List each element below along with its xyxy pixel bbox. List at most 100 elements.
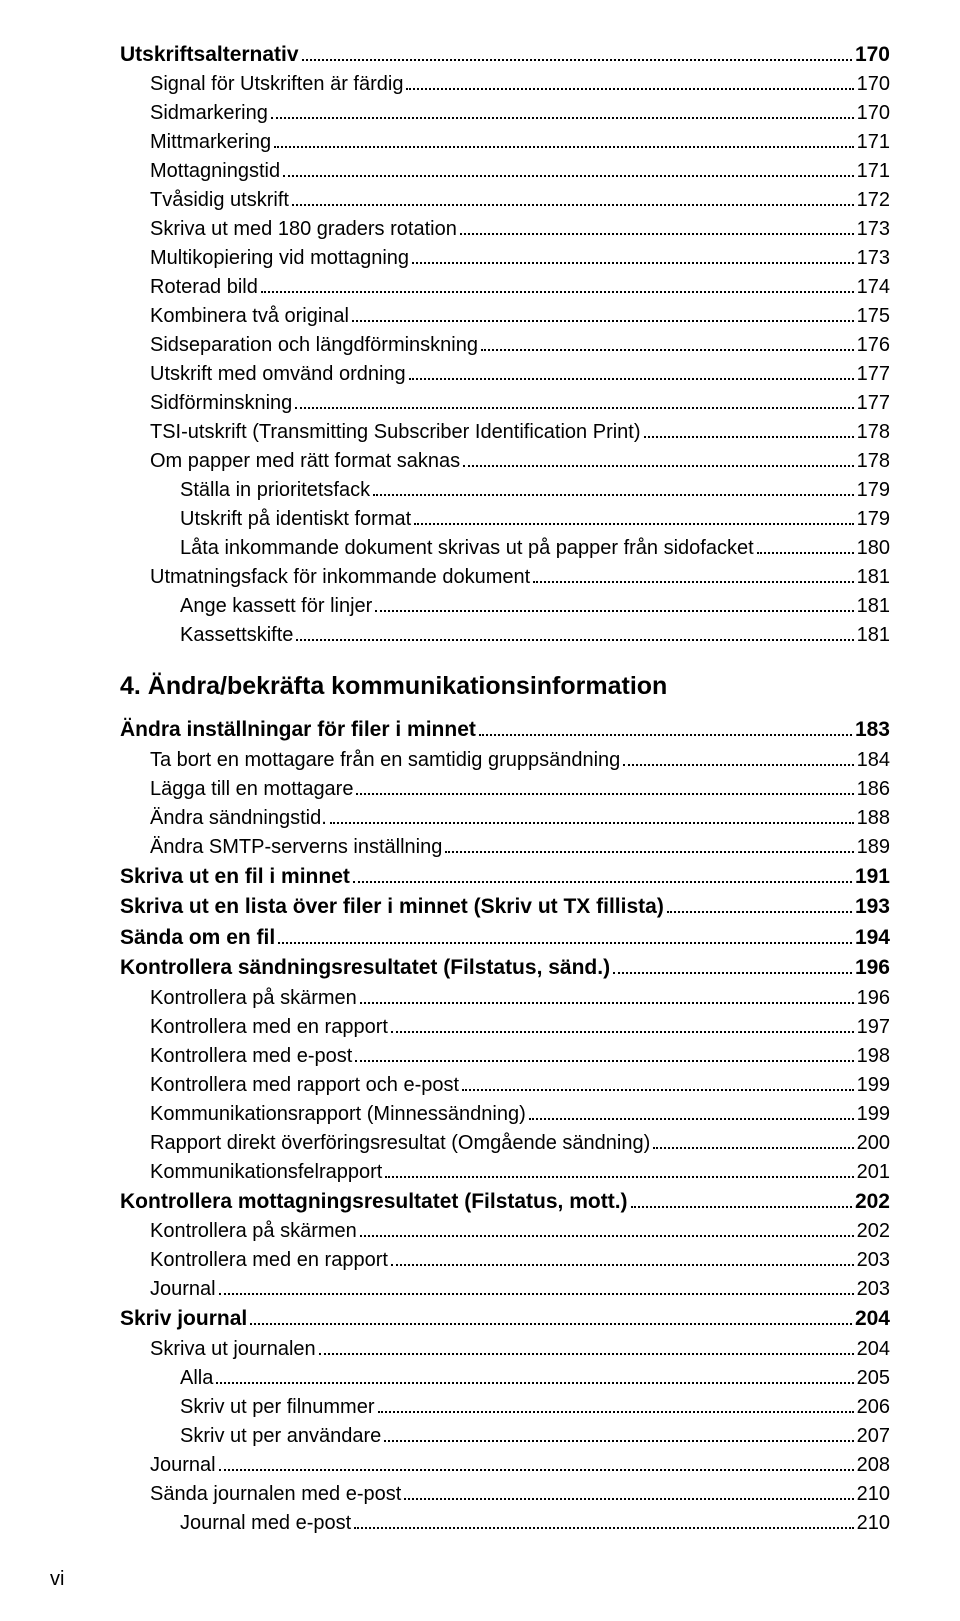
toc-entry[interactable]: Kassettskifte181 [180, 621, 890, 650]
toc-leader-dots [529, 1100, 854, 1120]
toc-entry[interactable]: Sidförminskning177 [150, 389, 890, 418]
toc-entry[interactable]: Ta bort en mottagare från en samtidig gr… [150, 746, 890, 775]
toc-title: Skriva ut med 180 graders rotation [150, 215, 457, 244]
toc-page-number: 206 [857, 1393, 890, 1422]
toc-entry[interactable]: Utskriftsalternativ170 [120, 40, 890, 70]
toc-title: Ställa in prioritetsfack [180, 476, 370, 505]
toc-entry[interactable]: Tvåsidig utskrift172 [150, 186, 890, 215]
toc-title: Sända journalen med e-post [150, 1480, 401, 1509]
toc-leader-dots [667, 892, 852, 913]
toc-title: Kontrollera på skärmen [150, 984, 357, 1013]
toc-entry[interactable]: Multikopiering vid mottagning173 [150, 244, 890, 273]
toc-leader-dots [219, 1275, 854, 1295]
toc-entry[interactable]: Kontrollera med rapport och e-post199 [150, 1071, 890, 1100]
toc-entry[interactable]: Journal med e-post210 [180, 1509, 890, 1538]
toc-entry[interactable]: Skriv journal 204 [120, 1304, 890, 1334]
toc-leader-dots [271, 99, 854, 119]
toc-title: Skriv journal [120, 1304, 247, 1334]
toc-title: Kommunikationsrapport (Minnessändning) [150, 1100, 526, 1129]
toc-page-number: 174 [857, 273, 890, 302]
toc-title: Rapport direkt överföringsresultat (Omgå… [150, 1129, 650, 1158]
toc-leader-dots [757, 534, 854, 554]
toc-page-number: 199 [857, 1100, 890, 1129]
toc-entry[interactable]: Rapport direkt överföringsresultat (Omgå… [150, 1129, 890, 1158]
toc-entry[interactable]: Kontrollera mottagningsresultatet (Filst… [120, 1187, 890, 1217]
toc-entry[interactable]: Skriva ut en lista över filer i minnet (… [120, 892, 890, 922]
toc-leader-dots [391, 1013, 854, 1033]
toc-entry[interactable]: Utmatningsfack för inkommande dokument18… [150, 563, 890, 592]
toc-entry[interactable]: Lägga till en mottagare186 [150, 775, 890, 804]
toc-entry[interactable]: Skriva ut med 180 graders rotation 173 [150, 215, 890, 244]
toc-title: Utmatningsfack för inkommande dokument [150, 563, 530, 592]
toc-title: Sända om en fil [120, 923, 275, 953]
toc-entry[interactable]: Ändra SMTP-serverns inställning189 [150, 833, 890, 862]
toc-entry[interactable]: Skriv ut per användare207 [180, 1422, 890, 1451]
toc-entry[interactable]: Kombinera två original175 [150, 302, 890, 331]
toc-entry[interactable]: Ställa in prioritetsfack179 [180, 476, 890, 505]
toc-page-number: 210 [857, 1480, 890, 1509]
toc-entry[interactable]: Signal för Utskriften är färdig170 [150, 70, 890, 99]
toc-entry[interactable]: Sända journalen med e-post 210 [150, 1480, 890, 1509]
toc-leader-dots [355, 1042, 853, 1062]
toc-entry[interactable]: Sända om en fil 194 [120, 923, 890, 953]
toc-entry[interactable]: Journal208 [150, 1451, 890, 1480]
toc-entry[interactable]: Utskrift med omvänd ordning177 [150, 360, 890, 389]
toc-leader-dots [283, 157, 854, 177]
toc-leader-dots [219, 1451, 854, 1471]
toc-leader-dots [353, 862, 852, 883]
toc-title: Kommunikationsfelrapport [150, 1158, 382, 1187]
toc-page-number: 204 [855, 1304, 890, 1334]
toc-title: Journal [150, 1451, 216, 1480]
toc-page-number: 194 [855, 923, 890, 953]
toc-entry[interactable]: Låta inkommande dokument skrivas ut på p… [180, 534, 890, 563]
toc-entry[interactable]: Mottagningstid171 [150, 157, 890, 186]
toc-title: Skriva ut journalen [150, 1335, 316, 1364]
toc-entry[interactable]: Mittmarkering171 [150, 128, 890, 157]
toc-entry[interactable]: Alla205 [180, 1364, 890, 1393]
toc-leader-dots [352, 302, 854, 322]
toc-entry[interactable]: TSI-utskrift (Transmitting Subscriber Id… [150, 418, 890, 447]
toc-entry[interactable]: Journal203 [150, 1275, 890, 1304]
toc-title: Kontrollera med rapport och e-post [150, 1071, 459, 1100]
toc-page: Utskriftsalternativ170Signal för Utskrif… [0, 0, 960, 1621]
toc-entry[interactable]: Skriv ut per filnummer206 [180, 1393, 890, 1422]
toc-entry[interactable]: Kommunikationsfelrapport201 [150, 1158, 890, 1187]
toc-title: Skriva ut en lista över filer i minnet (… [120, 892, 664, 922]
toc-leader-dots [319, 1335, 854, 1355]
toc-entry[interactable]: Roterad bild174 [150, 273, 890, 302]
toc-entry[interactable]: Kontrollera med e-post198 [150, 1042, 890, 1071]
toc-block: Utskriftsalternativ170Signal för Utskrif… [120, 40, 890, 650]
toc-page-number: 188 [857, 804, 890, 833]
toc-entry[interactable]: Kontrollera med en rapport203 [150, 1246, 890, 1275]
toc-title: Journal med e-post [180, 1509, 351, 1538]
toc-leader-dots [261, 273, 854, 293]
toc-entry[interactable]: Kontrollera på skärmen202 [150, 1217, 890, 1246]
toc-page-number: 171 [857, 128, 890, 157]
toc-entry[interactable]: Om papper med rätt format saknas178 [150, 447, 890, 476]
toc-page-number: 181 [857, 592, 890, 621]
toc-entry[interactable]: Kommunikationsrapport (Minnessändning) 19… [150, 1100, 890, 1129]
toc-title: Kontrollera med en rapport [150, 1013, 388, 1042]
toc-leader-dots [479, 716, 852, 737]
toc-title: Multikopiering vid mottagning [150, 244, 409, 273]
toc-entry[interactable]: Skriva ut en fil i minnet191 [120, 862, 890, 892]
toc-entry[interactable]: Kontrollera sändningsresultatet (Filstat… [120, 953, 890, 983]
toc-leader-dots [292, 186, 854, 206]
toc-leader-dots [631, 1187, 852, 1208]
toc-entry[interactable]: Ange kassett för linjer181 [180, 592, 890, 621]
toc-entry[interactable]: Sidseparation och längdförminskning176 [150, 331, 890, 360]
toc-page-number: 178 [857, 418, 890, 447]
toc-entry[interactable]: Ändra inställningar för filer i minnet18… [120, 715, 890, 745]
toc-entry[interactable]: Kontrollera på skärmen 196 [150, 984, 890, 1013]
toc-entry[interactable]: Sidmarkering170 [150, 99, 890, 128]
toc-entry[interactable]: Ändra sändningstid.188 [150, 804, 890, 833]
toc-page-number: 175 [857, 302, 890, 331]
toc-leader-dots [445, 833, 853, 853]
toc-leader-dots [375, 592, 853, 612]
toc-page-number: 196 [857, 984, 890, 1013]
toc-title: Utskrift på identiskt format [180, 505, 411, 534]
toc-entry[interactable]: Skriva ut journalen204 [150, 1335, 890, 1364]
toc-page-number: 173 [857, 215, 890, 244]
toc-entry[interactable]: Utskrift på identiskt format179 [180, 505, 890, 534]
toc-entry[interactable]: Kontrollera med en rapport197 [150, 1013, 890, 1042]
